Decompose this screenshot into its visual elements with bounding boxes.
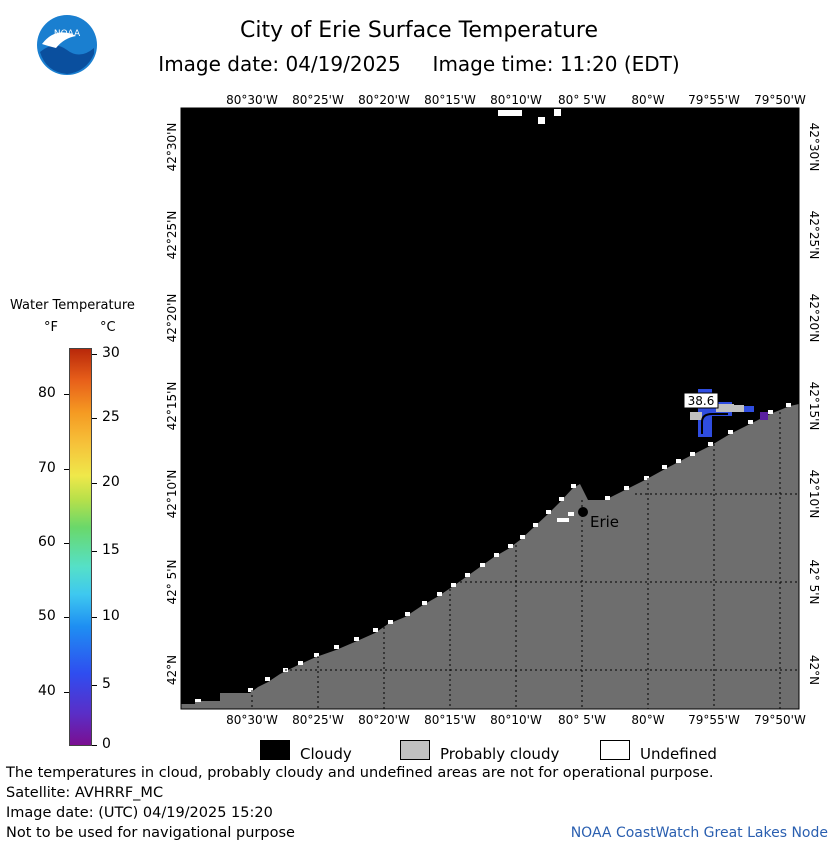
lon-tick-bottom: 80°30'W xyxy=(226,713,278,727)
colorbar-tick xyxy=(92,551,97,552)
key-swatch-cloudy xyxy=(260,740,290,760)
legend-unit-celsius: °C xyxy=(100,320,116,335)
lon-tick-top: 80°30'W xyxy=(226,93,278,107)
lon-tick-bottom: 80° 5'W xyxy=(558,713,606,727)
lon-tick-bottom: 80°20'W xyxy=(358,713,410,727)
noaa-logo: NOAA xyxy=(36,14,98,76)
colorbar-tick xyxy=(64,543,69,544)
colorbar-tick xyxy=(92,685,97,686)
lon-tick-top: 79°55'W xyxy=(688,93,740,107)
lat-tick-left: 42°30'N xyxy=(165,123,179,172)
lat-tick-left: 42°N xyxy=(165,655,179,685)
latitude-ticks-left: 42°30'N 42°25'N 42°20'N 42°15'N 42°10'N 42° 5… xyxy=(165,123,179,686)
surface-temperature-map: 38.6 Erie 80°30'W 80°25'W 80°20'W 80°15'W 80… xyxy=(165,93,821,727)
lat-tick-right: 42°20'N xyxy=(807,294,821,343)
image-datetime: Image date: 04/19/2025 Image time: 11:20… xyxy=(158,52,680,76)
legend-title: Water Temperature xyxy=(10,298,135,313)
key-label-undefined: Undefined xyxy=(640,745,717,763)
lat-tick-right: 42°30'N xyxy=(807,123,821,172)
colorbar-label-f: 40 xyxy=(38,683,56,699)
colorbar-tick xyxy=(64,617,69,618)
lon-tick-bottom: 80°15'W xyxy=(424,713,476,727)
lat-tick-left: 42°10'N xyxy=(165,470,179,519)
colorbar-label-c: 20 xyxy=(102,474,120,490)
key-swatch-undefined xyxy=(600,740,630,760)
longitude-ticks-bottom: 80°30'W 80°25'W 80°20'W 80°15'W 80°10'W 80° 5… xyxy=(226,713,806,727)
colorbar-label-c: 15 xyxy=(102,542,120,558)
colorbar-tick xyxy=(92,483,97,484)
lon-tick-bottom: 79°50'W xyxy=(754,713,806,727)
lat-tick-left: 42°20'N xyxy=(165,294,179,343)
colorbar-tick xyxy=(92,418,97,419)
undefined-specks xyxy=(498,109,561,124)
lon-tick-bottom: 79°55'W xyxy=(688,713,740,727)
colorbar-label-f: 60 xyxy=(38,534,56,550)
navigation-warning: Not to be used for navigational purpose xyxy=(6,825,295,841)
key-swatch-probably-cloudy xyxy=(400,740,430,760)
lat-tick-right: 42°10'N xyxy=(807,470,821,519)
colorbar-tick xyxy=(64,469,69,470)
lon-tick-top: 80°15'W xyxy=(424,93,476,107)
graticule xyxy=(250,412,799,709)
temp-label-box xyxy=(683,392,719,409)
noaa-logo-text: NOAA xyxy=(54,29,81,39)
colorbar-tick xyxy=(92,354,97,355)
colorbar-label-f: 70 xyxy=(38,460,56,476)
lat-tick-left: 42° 5'N xyxy=(165,560,179,605)
longitude-ticks-top: 80°30'W 80°25'W 80°20'W 80°15'W 80°10'W 80° 5… xyxy=(226,93,806,107)
colorbar-label-c: 30 xyxy=(102,345,120,361)
lon-tick-bottom: 80°W xyxy=(631,713,664,727)
latitude-ticks-right: 42°30'N 42°25'N 42°20'N 42°15'N 42°10'N 42° 5… xyxy=(807,123,821,686)
key-label-probably-cloudy: Probably cloudy xyxy=(440,745,560,763)
legend-unit-fahrenheit: °F xyxy=(44,320,58,335)
lat-tick-right: 42°25'N xyxy=(807,211,821,260)
lat-tick-right: 42°N xyxy=(807,655,821,685)
temp-label: 38.6 xyxy=(688,394,715,408)
page-title: City of Erie Surface Temperature xyxy=(239,18,599,43)
lon-tick-top: 80°W xyxy=(631,93,664,107)
lon-tick-bottom: 80°25'W xyxy=(292,713,344,727)
city-label-erie: Erie xyxy=(590,513,619,531)
colorbar-label-c: 10 xyxy=(102,608,120,624)
lat-tick-left: 42°25'N xyxy=(165,211,179,260)
lat-tick-left: 42°15'N xyxy=(165,382,179,431)
colorbar-tick xyxy=(92,617,97,618)
lat-tick-right: 42° 5'N xyxy=(807,560,821,605)
land-area xyxy=(181,404,799,709)
key-label-cloudy: Cloudy xyxy=(300,745,352,763)
coastwatch-credit: NOAA CoastWatch Great Lakes Node xyxy=(570,825,828,841)
colorbar-label-c: 25 xyxy=(102,409,120,425)
undefined-shoreline xyxy=(195,403,791,702)
satellite-text: Satellite: AVHRRF_MC xyxy=(6,785,164,801)
lon-tick-bottom: 80°10'W xyxy=(490,713,542,727)
colorbar-tick xyxy=(92,745,97,746)
lon-tick-top: 80°25'W xyxy=(292,93,344,107)
utc-date-text: Image date: (UTC) 04/19/2025 15:20 xyxy=(6,805,273,821)
lon-tick-top: 80°10'W xyxy=(490,93,542,107)
colorbar-tick xyxy=(64,394,69,395)
erie-marker xyxy=(578,507,588,517)
lon-tick-top: 79°50'W xyxy=(754,93,806,107)
colorbar-tick xyxy=(64,692,69,693)
colorbar-label-c: 5 xyxy=(102,676,111,692)
temperature-colorbar xyxy=(69,348,92,746)
lon-tick-top: 80° 5'W xyxy=(558,93,606,107)
lon-tick-top: 80°20'W xyxy=(358,93,410,107)
lat-tick-right: 42°15'N xyxy=(807,382,821,431)
map-frame xyxy=(180,107,800,710)
colorbar-label-f: 50 xyxy=(38,608,56,624)
colorbar-label-f: 80 xyxy=(38,385,56,401)
disclaimer-text: The temperatures in cloud, probably clou… xyxy=(6,765,714,781)
colorbar-label-c: 0 xyxy=(102,736,111,752)
